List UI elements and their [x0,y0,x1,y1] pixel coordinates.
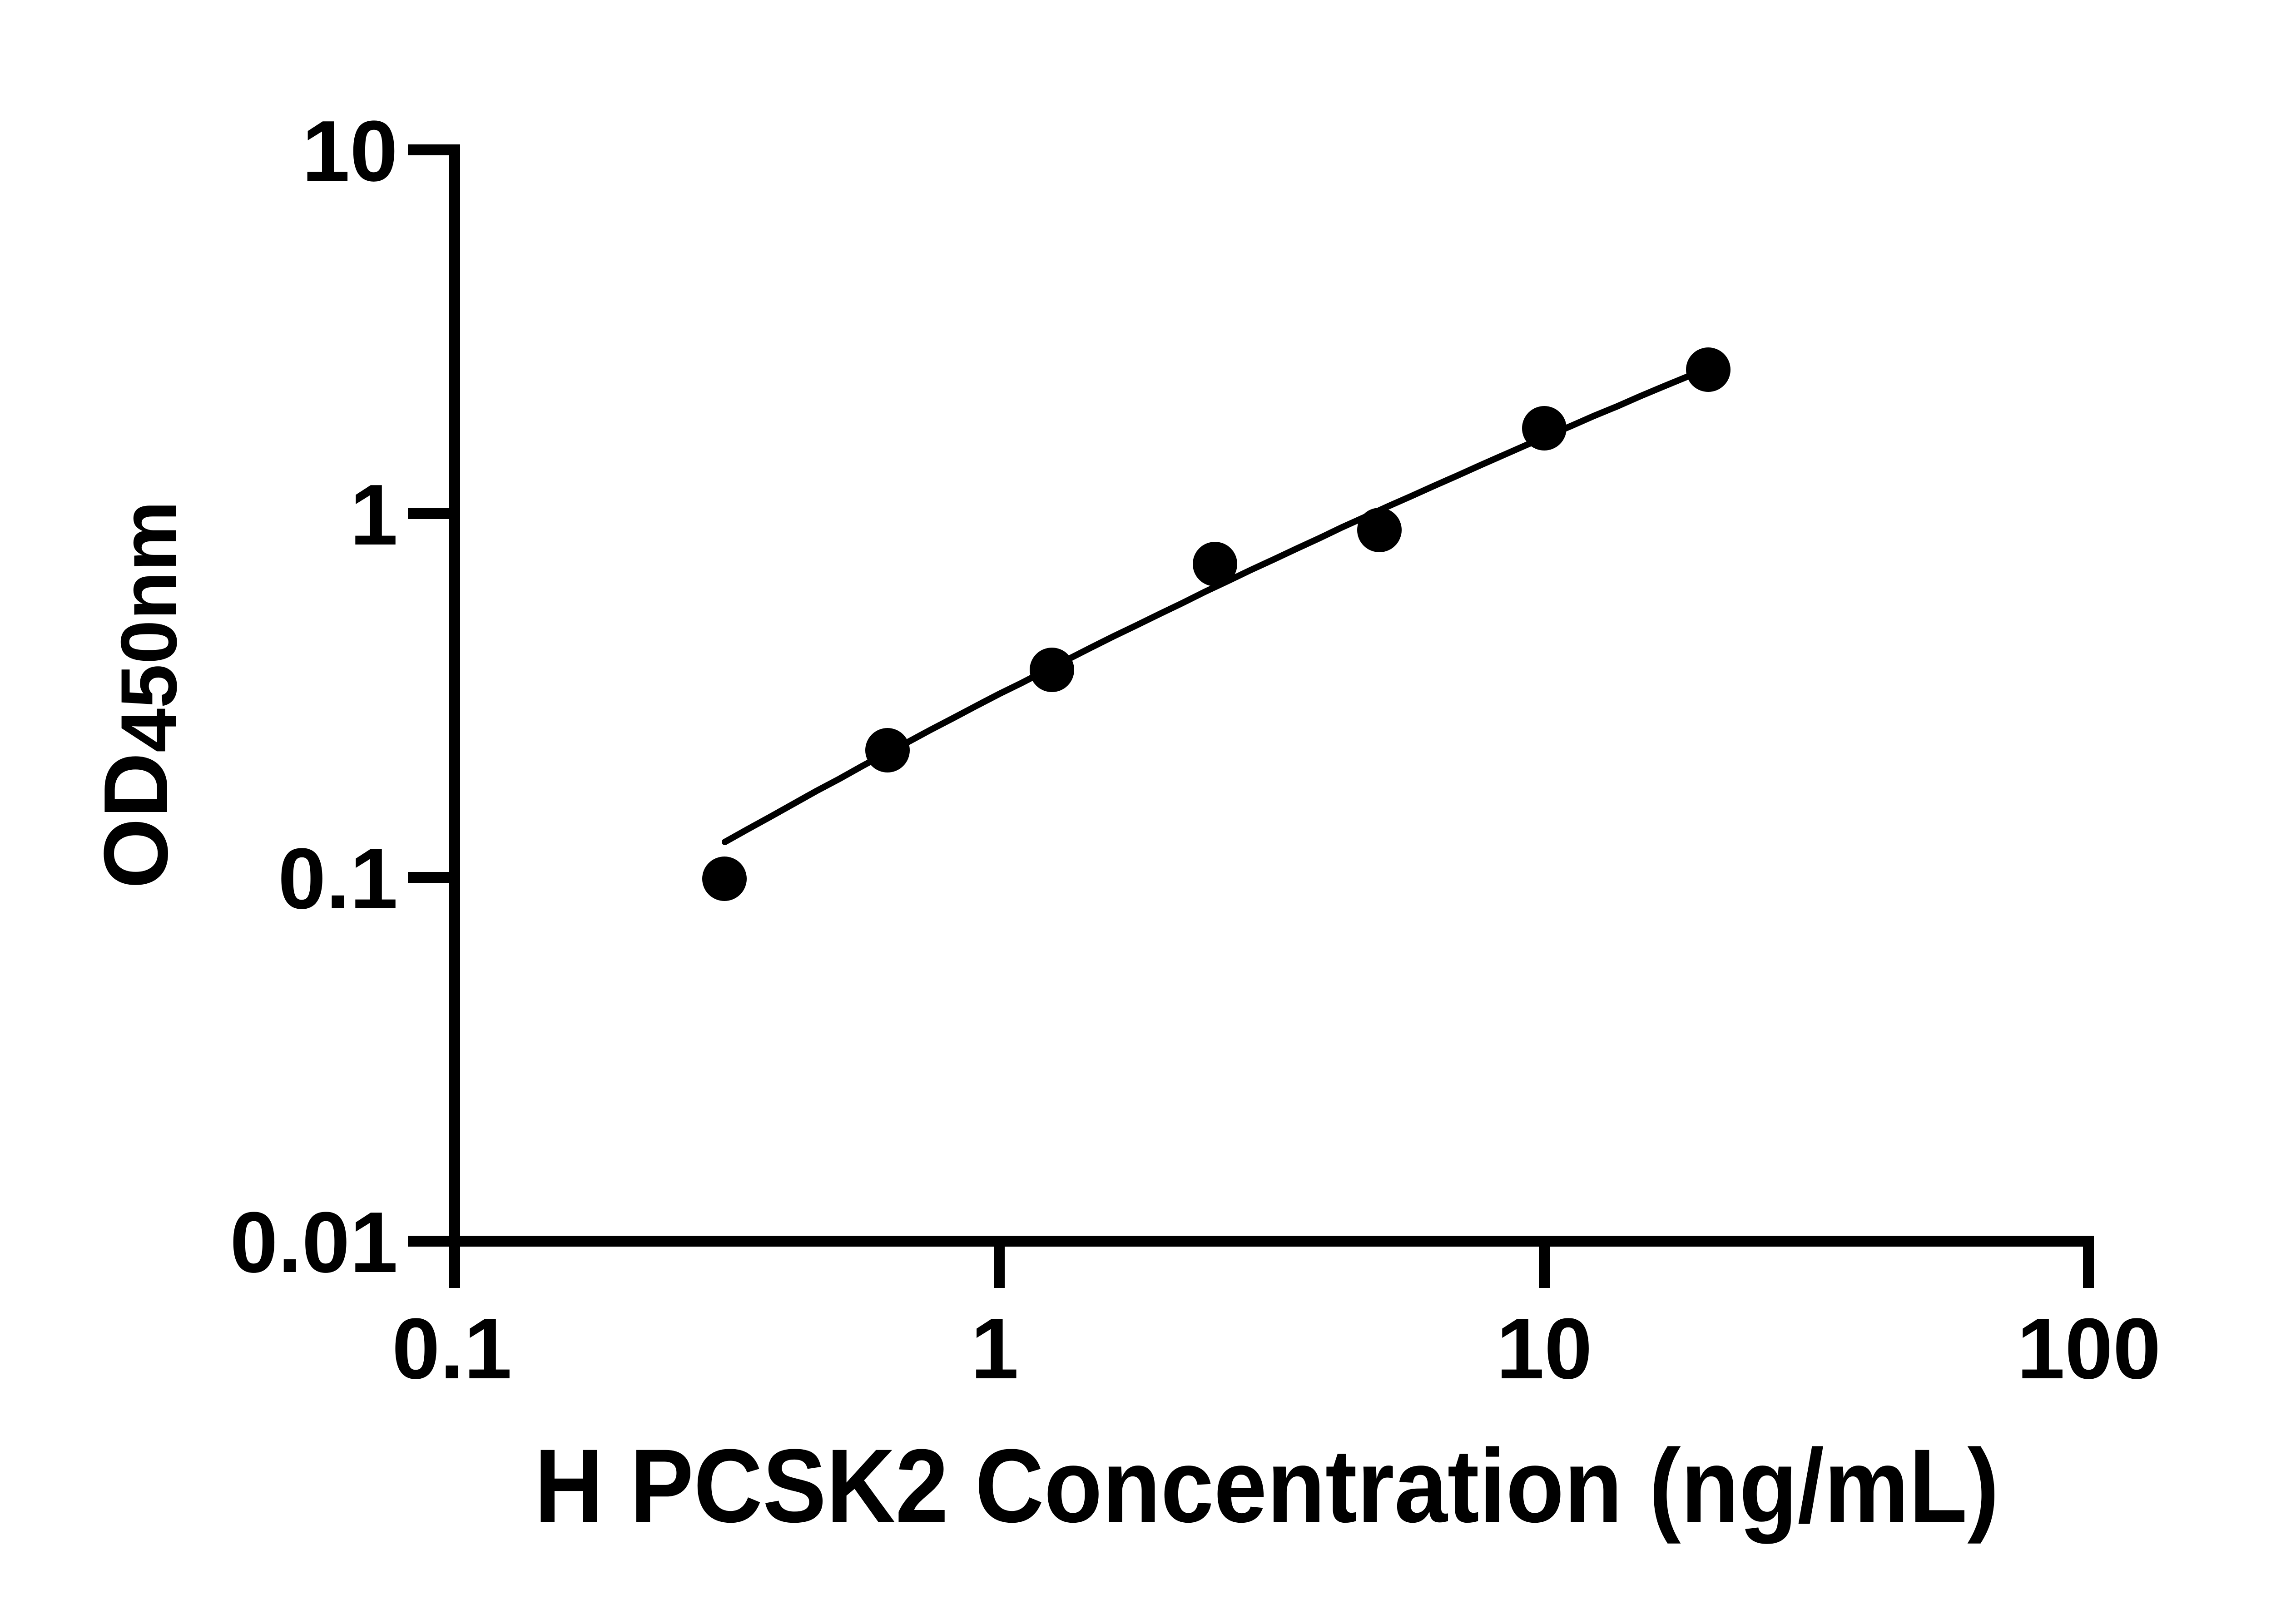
svg-text:0.1: 0.1 [278,831,398,927]
svg-text:10: 10 [302,103,398,199]
svg-text:100: 100 [2017,1301,2161,1397]
svg-text:10: 10 [1496,1301,1592,1397]
svg-text:H PCSK2 Concentration (ng/mL): H PCSK2 Concentration (ng/mL) [535,1427,1999,1544]
svg-text:1: 1 [350,467,398,563]
svg-text:0.01: 0.01 [230,1194,398,1291]
svg-text:1: 1 [971,1301,1019,1397]
svg-text:0.1: 0.1 [392,1301,512,1397]
